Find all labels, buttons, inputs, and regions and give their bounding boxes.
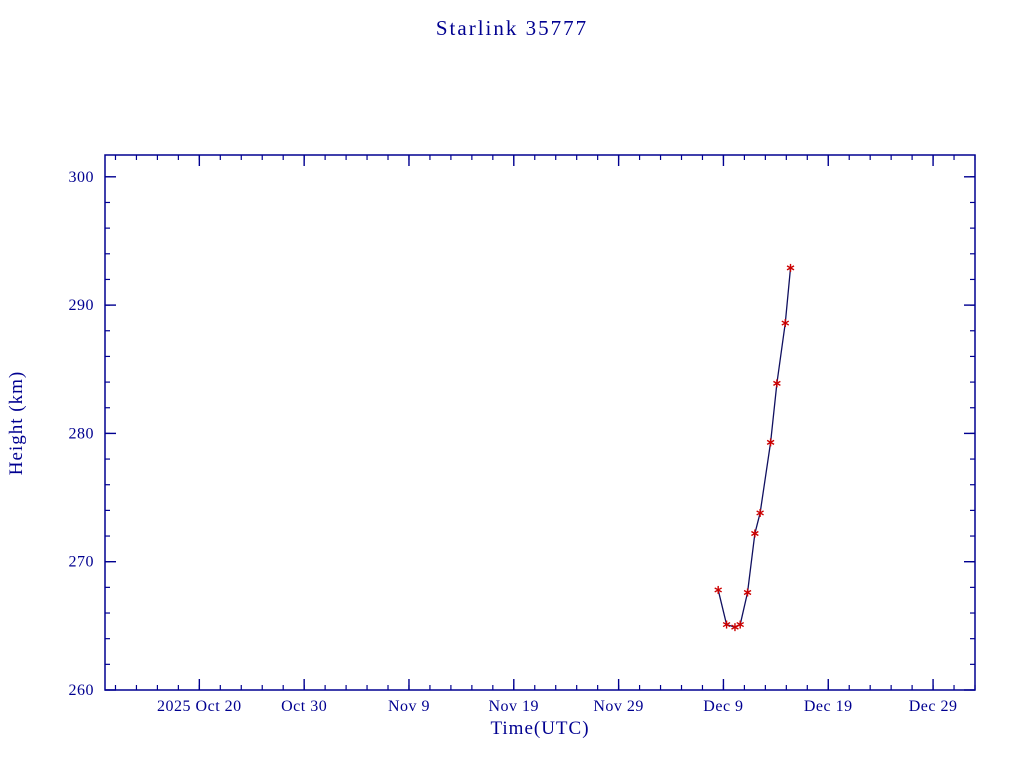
y-tick-label: 260 (69, 682, 95, 699)
x-tick-label: Dec 19 (804, 698, 853, 715)
data-point-marker (722, 620, 731, 629)
data-point-marker (731, 623, 739, 632)
x-tick-label: 2025 Oct 20 (157, 698, 242, 715)
data-point-marker (714, 585, 723, 594)
x-tick-label: Dec 9 (703, 698, 743, 715)
y-tick-label: 300 (69, 169, 95, 186)
x-tick-label: Nov 29 (593, 698, 644, 715)
y-tick-label: 280 (69, 425, 95, 442)
data-point-marker (751, 529, 759, 538)
plot-frame (104, 154, 976, 691)
x-tick-label: Nov 9 (388, 698, 430, 715)
y-tick-label: 290 (69, 297, 95, 314)
data-point-marker (736, 620, 745, 629)
data-point-marker (743, 588, 752, 597)
data-point-marker (781, 319, 790, 328)
data-point-marker (773, 379, 781, 388)
chart-title: Starlink 35777 (435, 16, 589, 40)
x-tick-label: Dec 29 (909, 698, 958, 715)
data-line (717, 267, 792, 628)
x-tick-label: Oct 30 (281, 698, 327, 715)
x-tick-label: Nov 19 (489, 698, 540, 715)
data-point-marker (766, 438, 775, 447)
data-point-marker (786, 263, 795, 272)
data-point-marker (756, 508, 764, 517)
y-tick-label: 270 (69, 554, 95, 571)
x-axis-label: Time(UTC) (490, 718, 590, 739)
